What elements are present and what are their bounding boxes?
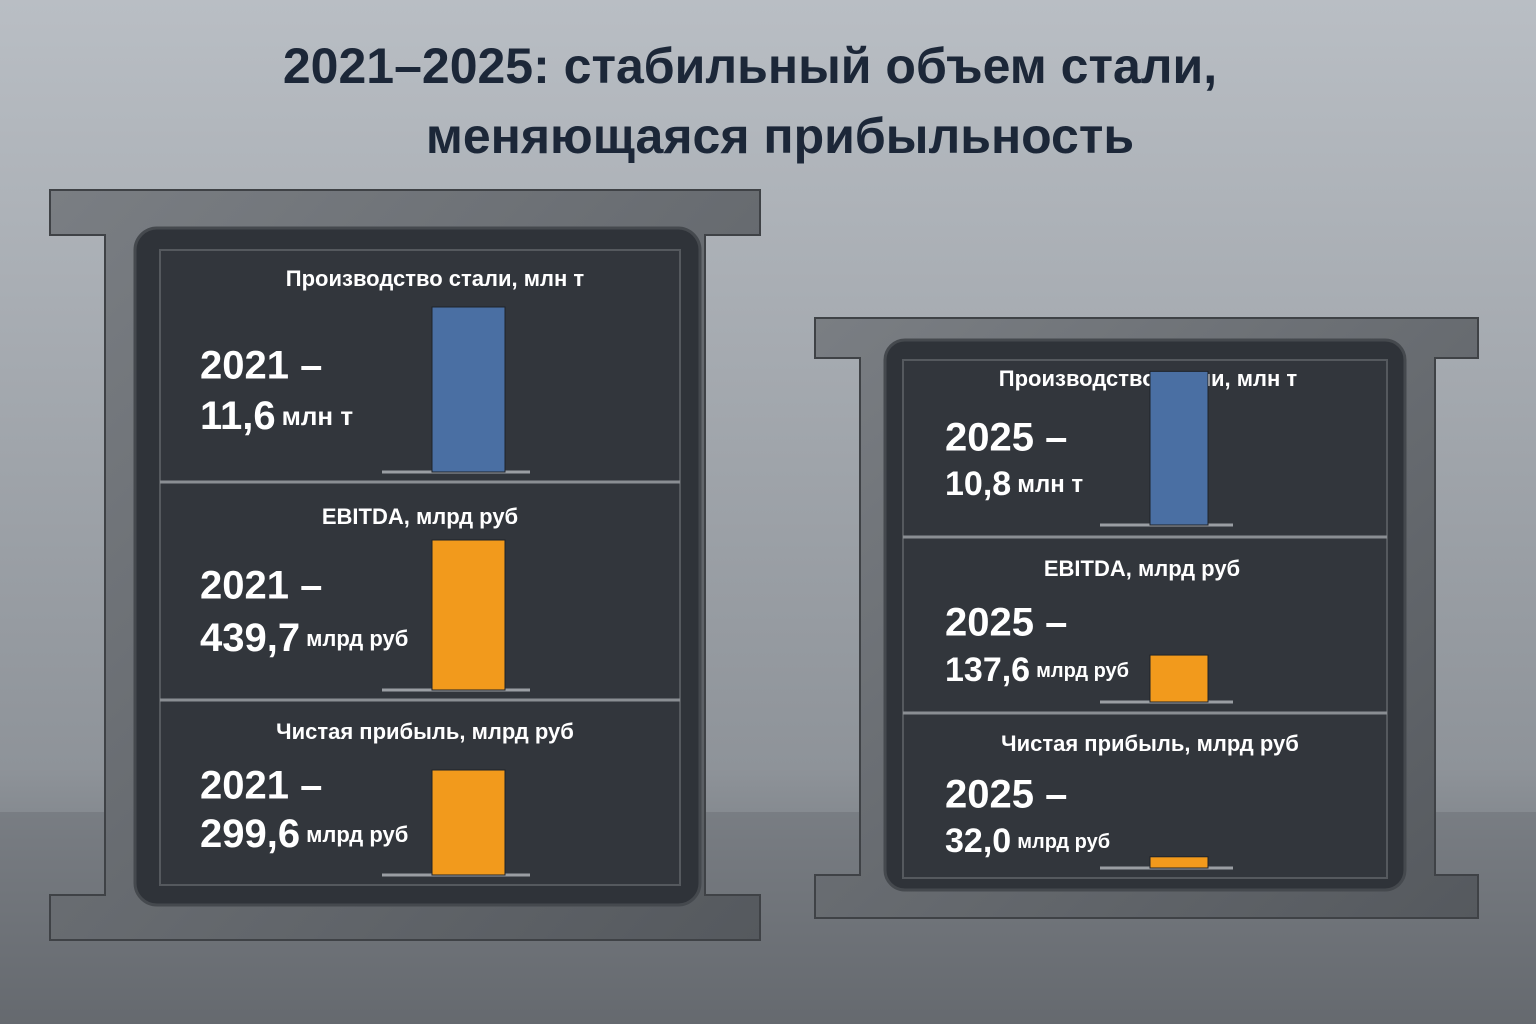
- year-label: 2025 –: [945, 773, 1067, 817]
- metric-panel: EBITDA, млрд руб 2021 – 439,7 млрд руб: [200, 504, 530, 692]
- bar: [431, 306, 506, 473]
- metric-panel: Чистая прибыль, млрд руб 2025 – 32,0 млрд р…: [945, 731, 1299, 870]
- value-label: 137,6 млрд руб: [945, 651, 1129, 689]
- value-label: 11,6 млн т: [200, 394, 353, 438]
- metric-panel: Производство стали, млн т 2021 – 11,6 млн т: [200, 266, 585, 474]
- metric-panel: Производство стали, млн т 2025 – 10,8 млн т: [945, 366, 1298, 527]
- bar: [1149, 856, 1209, 869]
- panel-title: EBITDA, млрд руб: [1044, 556, 1240, 581]
- bar: [431, 539, 506, 691]
- metric-panel: Чистая прибыль, млрд руб 2021 –299,6 млрд …: [200, 719, 574, 877]
- unit: млрд руб: [306, 822, 408, 847]
- right-beam: [814, 317, 1479, 919]
- value-label: 10,8 млн т: [945, 465, 1083, 503]
- value: 137,6: [945, 651, 1030, 689]
- panel-title: Чистая прибыль, млрд руб: [276, 719, 574, 744]
- panel-title: Чистая прибыль, млрд руб: [1001, 731, 1299, 756]
- unit: млрд руб: [1036, 660, 1129, 682]
- year-label: 2021 –: [200, 344, 322, 388]
- left-beam: [49, 189, 761, 941]
- value-label: 299,6 млрд руб: [200, 812, 408, 856]
- bar: [431, 769, 506, 876]
- metric-panel: EBITDA, млрд руб 2025 – 137,6 млрд руб: [945, 556, 1240, 704]
- value-label: 439,7 млрд руб: [200, 616, 408, 660]
- panel-title: EBITDA, млрд руб: [322, 504, 518, 529]
- value-label: 32,0 млрд руб: [945, 822, 1110, 860]
- year-label: 2025 –: [945, 601, 1067, 645]
- value: 299,6: [200, 812, 300, 856]
- title-line: меняющаяся прибыльность: [426, 108, 1134, 164]
- unit: млн т: [1017, 471, 1083, 498]
- value: 10,8: [945, 465, 1011, 503]
- panel-title: Производство стали, млн т: [999, 366, 1298, 391]
- year-label: 2021 –: [200, 564, 322, 608]
- unit: млн т: [282, 401, 354, 431]
- title-line: 2021–2025: стабильный объем стали,: [283, 38, 1217, 94]
- bar: [1149, 654, 1209, 703]
- unit: млрд руб: [306, 626, 408, 651]
- year-label: 2021 –: [200, 764, 322, 808]
- panel-title: Производство стали, млн т: [286, 266, 585, 291]
- bar: [1149, 370, 1209, 526]
- year-label: 2025 –: [945, 416, 1067, 460]
- value: 439,7: [200, 616, 300, 660]
- value: 11,6: [200, 394, 276, 438]
- value: 32,0: [945, 822, 1011, 860]
- unit: млрд руб: [1017, 831, 1110, 853]
